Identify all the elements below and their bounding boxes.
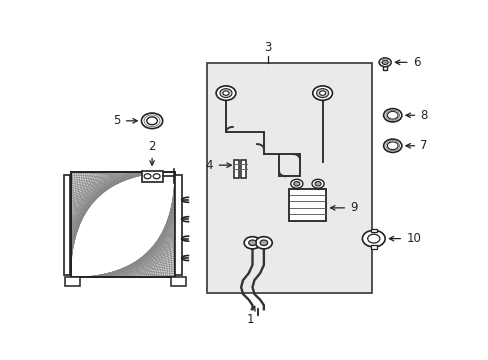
Circle shape xyxy=(319,91,325,95)
Text: 6: 6 xyxy=(412,56,420,69)
Text: 5: 5 xyxy=(113,114,121,127)
Bar xyxy=(234,159,238,177)
Circle shape xyxy=(386,111,397,119)
Bar xyxy=(370,245,376,249)
Circle shape xyxy=(316,89,328,98)
Text: 3: 3 xyxy=(264,41,271,54)
Bar xyxy=(370,229,376,232)
Bar xyxy=(70,172,175,278)
Bar xyxy=(175,175,181,275)
Circle shape xyxy=(248,240,256,246)
Bar xyxy=(70,172,175,278)
Circle shape xyxy=(293,181,299,186)
Bar xyxy=(63,175,70,275)
Bar xyxy=(65,278,80,286)
Bar xyxy=(241,159,245,177)
Circle shape xyxy=(146,117,157,125)
Bar xyxy=(382,64,386,70)
Circle shape xyxy=(290,179,302,188)
Circle shape xyxy=(383,139,401,152)
Circle shape xyxy=(244,237,260,249)
Circle shape xyxy=(141,113,163,129)
Circle shape xyxy=(255,237,272,249)
Circle shape xyxy=(216,86,235,100)
Bar xyxy=(142,171,162,182)
Text: 9: 9 xyxy=(349,201,357,214)
Bar xyxy=(288,189,325,221)
Text: 7: 7 xyxy=(420,139,427,152)
Circle shape xyxy=(144,174,151,179)
Circle shape xyxy=(367,234,379,243)
Text: 4: 4 xyxy=(205,159,212,172)
Bar xyxy=(171,278,186,286)
Text: 10: 10 xyxy=(406,232,420,245)
Circle shape xyxy=(386,142,397,150)
Circle shape xyxy=(312,86,332,100)
Circle shape xyxy=(314,181,321,186)
Text: 2: 2 xyxy=(148,140,156,153)
Circle shape xyxy=(153,174,160,179)
Circle shape xyxy=(223,91,228,95)
Text: 8: 8 xyxy=(420,109,427,122)
Circle shape xyxy=(220,89,232,98)
Circle shape xyxy=(378,58,390,67)
Text: 1: 1 xyxy=(246,314,254,327)
Circle shape xyxy=(383,109,401,122)
Circle shape xyxy=(362,230,385,247)
Circle shape xyxy=(381,60,387,64)
Bar xyxy=(206,63,371,293)
Circle shape xyxy=(260,240,267,246)
Circle shape xyxy=(311,179,324,188)
